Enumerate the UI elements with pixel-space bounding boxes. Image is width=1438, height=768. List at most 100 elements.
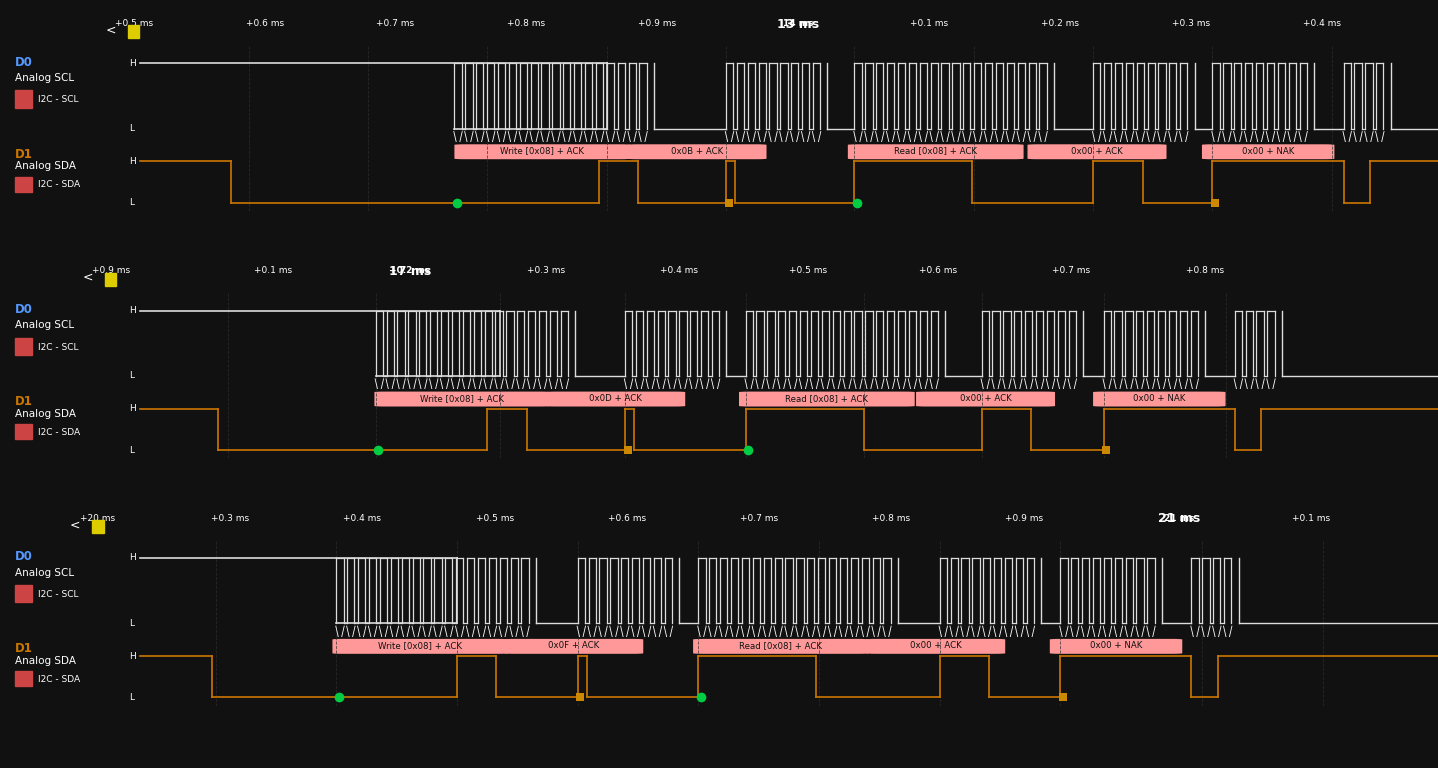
FancyBboxPatch shape: [505, 639, 643, 654]
Text: I2C - SCL: I2C - SCL: [37, 343, 79, 352]
Bar: [16, 585, 32, 602]
Text: I2C - SDA: I2C - SDA: [37, 428, 81, 437]
Text: D0: D0: [16, 303, 33, 316]
Text: +0.3 ms: +0.3 ms: [1172, 19, 1209, 28]
FancyBboxPatch shape: [916, 392, 1055, 406]
Text: +0.8 ms: +0.8 ms: [508, 19, 545, 28]
Bar: [16, 338, 32, 355]
Text: +0.5 ms: +0.5 ms: [476, 514, 513, 523]
Text: 0x00 + ACK: 0x00 + ACK: [1071, 147, 1123, 156]
FancyBboxPatch shape: [866, 639, 1005, 654]
Text: Write [0x08] + ACK: Write [0x08] + ACK: [378, 641, 462, 650]
Text: 17 ms: 17 ms: [388, 265, 431, 278]
Text: +0.4 ms: +0.4 ms: [1303, 19, 1340, 28]
Text: 0x0F + ACK: 0x0F + ACK: [548, 641, 600, 650]
Text: Analog SCL: Analog SCL: [16, 320, 75, 330]
Bar: [16, 91, 32, 108]
FancyBboxPatch shape: [454, 144, 630, 159]
Text: 0x0B + ACK: 0x0B + ACK: [672, 147, 723, 156]
Text: <: <: [69, 518, 81, 531]
Text: +0.1 ms: +0.1 ms: [1293, 514, 1330, 523]
Text: L: L: [129, 619, 134, 627]
Text: 0x00 + NAK: 0x00 + NAK: [1242, 147, 1294, 156]
Text: 0x00 + ACK: 0x00 + ACK: [959, 394, 1011, 403]
Text: I2C - SCL: I2C - SCL: [37, 95, 79, 104]
Text: 0x00 + ACK: 0x00 + ACK: [910, 641, 962, 650]
Text: +0.2 ms: +0.2 ms: [390, 266, 430, 276]
Text: +0.7 ms: +0.7 ms: [741, 514, 778, 523]
Text: Analog SCL: Analog SCL: [16, 568, 75, 578]
Text: L: L: [129, 445, 134, 455]
Text: +0.9 ms: +0.9 ms: [1005, 514, 1043, 523]
Text: Write [0x08] + ACK: Write [0x08] + ACK: [500, 147, 584, 156]
Text: +20 ms: +20 ms: [81, 514, 115, 523]
FancyBboxPatch shape: [739, 392, 915, 406]
Bar: [16, 424, 32, 439]
Text: H: H: [129, 651, 137, 660]
Text: +0.4 ms: +0.4 ms: [660, 266, 697, 276]
FancyBboxPatch shape: [1028, 144, 1166, 159]
Text: L: L: [129, 198, 134, 207]
Text: H: H: [129, 59, 137, 68]
FancyBboxPatch shape: [332, 639, 508, 654]
Text: H: H: [129, 404, 137, 413]
Text: L: L: [129, 693, 134, 702]
Text: 0x00 + NAK: 0x00 + NAK: [1133, 394, 1185, 403]
FancyBboxPatch shape: [848, 144, 1024, 159]
Text: Write [0x08] + ACK: Write [0x08] + ACK: [420, 394, 505, 403]
Text: Read [0x08] + ACK: Read [0x08] + ACK: [739, 641, 823, 650]
Text: +0.5 ms: +0.5 ms: [115, 19, 152, 28]
Bar: [16, 671, 32, 687]
FancyBboxPatch shape: [374, 392, 551, 406]
Text: Analog SDA: Analog SDA: [16, 656, 76, 666]
Text: +0.2 ms: +0.2 ms: [1041, 19, 1078, 28]
Text: Read [0x08] + ACK: Read [0x08] + ACK: [785, 394, 869, 403]
FancyBboxPatch shape: [627, 144, 766, 159]
Text: 21 ms: 21 ms: [1158, 512, 1201, 525]
Text: +0.4 ms: +0.4 ms: [344, 514, 381, 523]
Bar: [128, 25, 139, 38]
Text: L: L: [129, 124, 134, 133]
Text: D1: D1: [16, 147, 33, 161]
Text: 0x00 + NAK: 0x00 + NAK: [1090, 641, 1142, 650]
FancyBboxPatch shape: [1050, 639, 1182, 654]
Text: +0.1 ms: +0.1 ms: [910, 19, 948, 28]
Text: 0x0D + ACK: 0x0D + ACK: [590, 394, 643, 403]
Text: +0.6 ms: +0.6 ms: [919, 266, 956, 276]
Text: H: H: [129, 157, 137, 166]
Text: +0.1 ms: +0.1 ms: [255, 266, 292, 276]
Text: <: <: [82, 271, 93, 284]
FancyBboxPatch shape: [1093, 392, 1225, 406]
Text: Read [0x08] + ACK: Read [0x08] + ACK: [894, 147, 978, 156]
Text: D1: D1: [16, 642, 33, 655]
Text: +0.8 ms: +0.8 ms: [873, 514, 910, 523]
Bar: [92, 520, 104, 533]
Text: +0.9 ms: +0.9 ms: [638, 19, 676, 28]
Text: <: <: [105, 24, 116, 37]
Text: I2C - SCL: I2C - SCL: [37, 590, 79, 599]
Text: D0: D0: [16, 550, 33, 563]
Text: +0.7 ms: +0.7 ms: [1053, 266, 1090, 276]
Text: I2C - SDA: I2C - SDA: [37, 180, 81, 190]
Text: +0.7 ms: +0.7 ms: [377, 19, 414, 28]
Text: D1: D1: [16, 395, 33, 408]
Bar: [105, 273, 116, 286]
Text: +0.5 ms: +0.5 ms: [789, 266, 827, 276]
Text: +0.8 ms: +0.8 ms: [1186, 266, 1224, 276]
Text: L: L: [129, 372, 134, 380]
FancyBboxPatch shape: [693, 639, 869, 654]
Text: Analog SDA: Analog SDA: [16, 161, 76, 171]
FancyBboxPatch shape: [1202, 144, 1334, 159]
Text: 13 ms: 13 ms: [777, 18, 820, 31]
Text: +0.3 ms: +0.3 ms: [528, 266, 565, 276]
Text: +0.6 ms: +0.6 ms: [246, 19, 283, 28]
Text: Analog SCL: Analog SCL: [16, 73, 75, 83]
Text: +0.6 ms: +0.6 ms: [608, 514, 646, 523]
Bar: [16, 177, 32, 192]
Text: +0.9 ms: +0.9 ms: [92, 266, 129, 276]
Text: Analog SDA: Analog SDA: [16, 409, 76, 419]
Text: H: H: [129, 554, 137, 562]
Text: 14 ms: 14 ms: [782, 19, 814, 28]
FancyBboxPatch shape: [546, 392, 686, 406]
Text: +0.3 ms: +0.3 ms: [211, 514, 249, 523]
